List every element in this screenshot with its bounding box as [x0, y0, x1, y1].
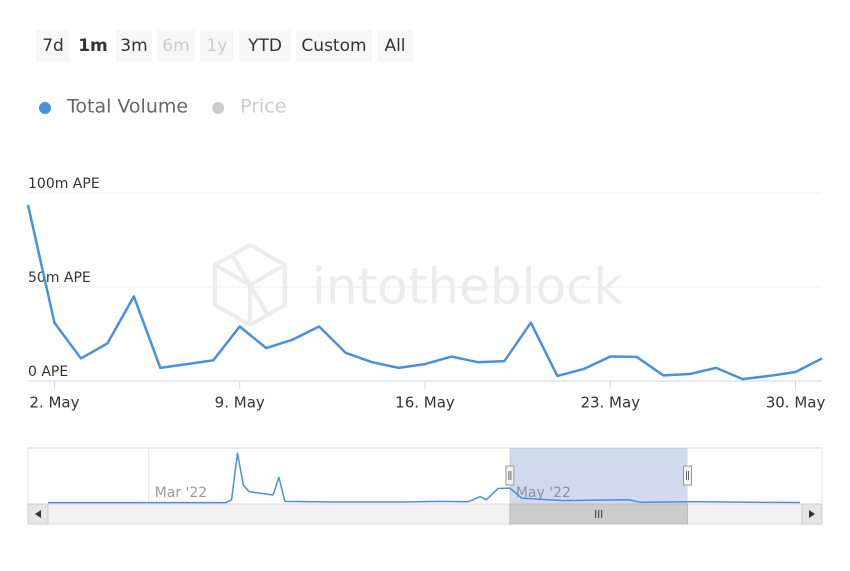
scrollbar-track[interactable]	[27, 503, 823, 525]
line-series	[26, 204, 823, 381]
y-tick-label: 100m APE	[28, 176, 100, 192]
legend-marker[interactable]	[212, 102, 225, 114]
range-button-label: 7d	[42, 36, 64, 56]
x-tick-label: 2. May	[29, 394, 79, 412]
range-button[interactable]	[239, 30, 291, 62]
legend-label[interactable]: Total Volume	[66, 96, 188, 118]
arrow-icon	[809, 510, 815, 518]
navigator-selection[interactable]	[509, 448, 688, 504]
range-button[interactable]	[377, 30, 413, 62]
x-tick-label: 30. May	[766, 394, 826, 412]
legend-label[interactable]: Price	[240, 96, 286, 118]
navigator-tick-label: May '22	[516, 485, 571, 501]
range-button[interactable]	[36, 30, 70, 62]
range-button-label: 6m	[162, 36, 189, 56]
range-button[interactable]	[116, 30, 152, 62]
x-tick-label: 23. May	[580, 394, 640, 412]
range-button	[157, 30, 195, 62]
range-button-label: 1y	[207, 36, 228, 56]
range-button-label: All	[384, 36, 405, 56]
range-button-label: Custom	[301, 36, 366, 56]
range-button-label: 1m	[78, 36, 108, 56]
x-tick-label: 16. May	[395, 394, 455, 412]
range-button-label: 3m	[120, 36, 147, 56]
navigator-frame	[27, 447, 823, 505]
arrow-icon	[35, 510, 41, 518]
range-button[interactable]	[75, 30, 111, 62]
range-button[interactable]	[296, 30, 372, 62]
navigator-handle[interactable]	[505, 465, 515, 486]
navigator-handle[interactable]	[682, 465, 692, 486]
y-tick-label: 50m APE	[28, 270, 91, 286]
navigator-tick-label: Mar '22	[155, 485, 208, 501]
y-tick-label: 0 APE	[28, 364, 68, 380]
watermark-logo	[213, 242, 287, 328]
range-button	[200, 30, 234, 62]
legend-marker[interactable]	[39, 102, 51, 114]
range-button-label: YTD	[247, 36, 282, 56]
x-tick-label: 9. May	[215, 394, 265, 412]
navigator-line	[48, 452, 801, 504]
